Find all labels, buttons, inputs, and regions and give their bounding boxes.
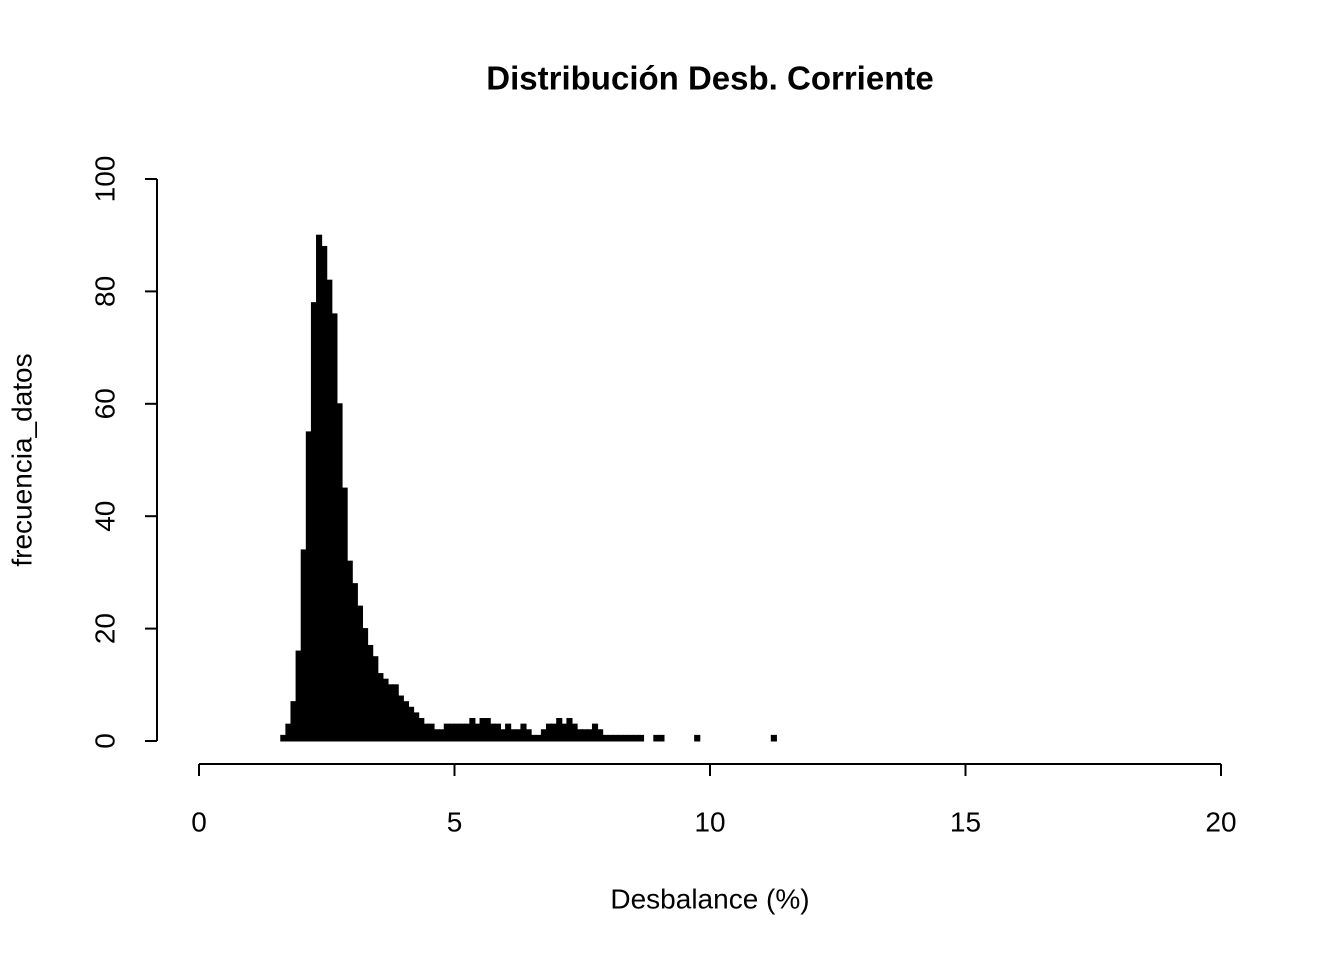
x-tick-label: 15 xyxy=(950,806,981,837)
bar xyxy=(571,723,578,742)
bar xyxy=(387,684,394,742)
bar xyxy=(658,734,665,742)
bar xyxy=(474,723,481,742)
y-tick-label: 100 xyxy=(89,156,120,203)
chart-title: Distribución Desb. Corriente xyxy=(486,60,933,97)
bar xyxy=(290,701,297,742)
bar xyxy=(597,729,604,742)
bar xyxy=(632,734,639,742)
bar xyxy=(530,734,537,742)
bar xyxy=(479,718,486,742)
bar xyxy=(433,729,440,742)
bar xyxy=(438,729,445,742)
bar xyxy=(484,718,491,742)
bar xyxy=(602,734,609,742)
bar xyxy=(561,723,568,742)
y-tick-label: 60 xyxy=(89,388,120,419)
x-tick-label: 20 xyxy=(1205,806,1236,837)
bar xyxy=(356,605,364,742)
bar xyxy=(310,302,318,742)
y-tick-label: 20 xyxy=(89,613,120,644)
bar xyxy=(423,723,430,742)
bar xyxy=(591,723,599,742)
bar xyxy=(612,734,619,742)
bar xyxy=(540,729,547,742)
bar xyxy=(408,706,415,742)
bar xyxy=(448,723,456,742)
bar xyxy=(377,673,384,742)
y-tick-label: 80 xyxy=(89,276,120,307)
bar xyxy=(469,718,476,742)
bar xyxy=(499,729,507,742)
bar xyxy=(520,723,527,742)
y-axis-label: frecuencia_datos xyxy=(6,353,37,566)
bar xyxy=(525,729,532,742)
bar xyxy=(653,734,660,742)
bar xyxy=(443,723,450,742)
bar xyxy=(362,628,369,742)
bar xyxy=(459,723,466,742)
bar xyxy=(637,734,645,742)
bar xyxy=(535,734,542,742)
bar xyxy=(556,718,563,742)
bar xyxy=(454,723,461,742)
bar xyxy=(305,431,312,742)
bar xyxy=(464,723,471,742)
y-tick-label: 0 xyxy=(89,733,120,749)
bar xyxy=(372,656,379,742)
bar xyxy=(367,644,374,742)
bar xyxy=(607,734,614,742)
bar xyxy=(489,723,496,742)
bar xyxy=(510,729,517,742)
bar xyxy=(285,723,292,742)
bar xyxy=(566,718,573,742)
bar xyxy=(316,234,323,742)
bar xyxy=(551,723,558,742)
bar xyxy=(418,718,425,742)
bar xyxy=(326,279,333,742)
x-axis-label: Desbalance (%) xyxy=(610,883,809,914)
bar xyxy=(581,729,588,742)
bar xyxy=(280,734,287,742)
x-tick-label: 0 xyxy=(191,806,207,837)
bar xyxy=(515,729,522,742)
bar xyxy=(617,734,624,742)
bar xyxy=(397,695,404,742)
bar xyxy=(622,734,629,742)
bar xyxy=(586,729,593,742)
y-tick-label: 40 xyxy=(89,501,120,532)
bar xyxy=(336,403,343,742)
bar xyxy=(321,245,328,742)
bar xyxy=(351,583,358,742)
bar xyxy=(413,712,420,742)
bar xyxy=(331,313,338,742)
bar xyxy=(428,723,435,742)
bar xyxy=(295,650,302,742)
x-tick-label: 5 xyxy=(447,806,463,837)
bar xyxy=(576,729,583,742)
bar xyxy=(341,487,348,742)
bar xyxy=(494,723,501,742)
bar xyxy=(346,560,353,742)
bar xyxy=(300,549,307,742)
bar xyxy=(545,723,553,742)
bar xyxy=(402,701,410,742)
bar xyxy=(505,723,512,742)
x-tick-label: 10 xyxy=(694,806,725,837)
bar xyxy=(770,734,777,742)
bar xyxy=(694,734,701,742)
bar xyxy=(627,734,634,742)
bar xyxy=(382,678,389,742)
bar xyxy=(392,684,399,742)
